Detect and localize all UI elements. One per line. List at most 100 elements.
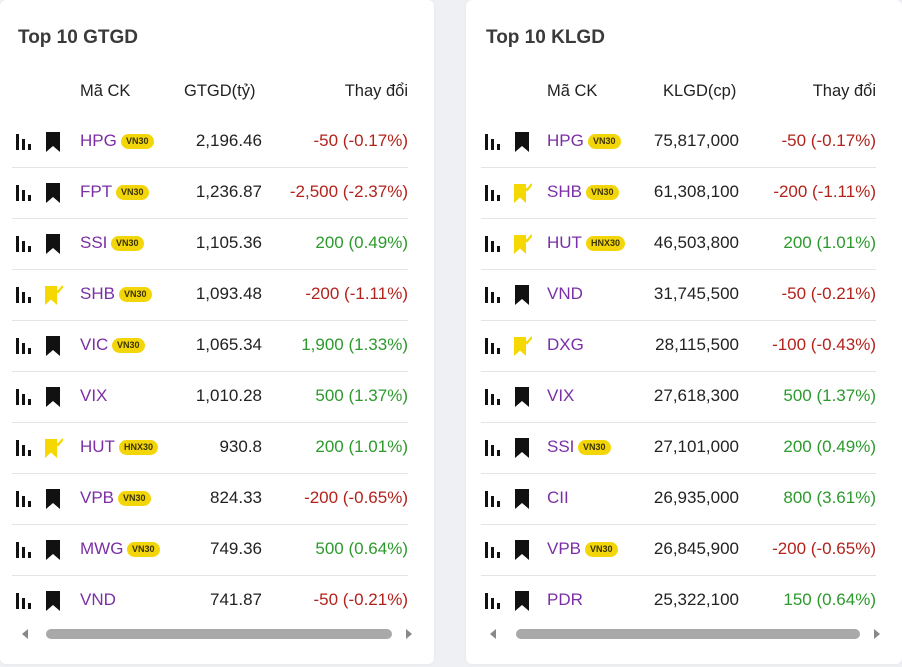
stock-symbol-link[interactable]: PDR (547, 590, 583, 609)
bar-chart-icon[interactable] (485, 134, 503, 150)
stock-symbol-link[interactable]: CII (547, 488, 569, 507)
table-row[interactable]: HUT HNX30 930.8 200 (1.01%) (12, 423, 408, 474)
stock-symbol-link[interactable]: FPT (80, 182, 113, 201)
trade-value: 1,065.34 (195, 335, 262, 354)
stock-symbol-link[interactable]: VIX (547, 386, 575, 405)
price-change: -100 (-0.43%) (772, 335, 876, 354)
bookmark-check-icon[interactable] (512, 336, 532, 356)
bookmark-icon[interactable] (512, 591, 532, 611)
bookmark-icon[interactable] (43, 234, 63, 254)
stock-symbol-link[interactable]: MWG (80, 539, 124, 558)
horizontal-scrollbar[interactable] (22, 627, 412, 641)
bar-chart-icon[interactable] (16, 593, 34, 609)
bar-chart-icon[interactable] (485, 236, 503, 252)
table-row[interactable]: VIX 1,010.28 500 (1.37%) (12, 372, 408, 423)
table-row[interactable]: PDR 25,322,100 150 (0.64%) (481, 576, 876, 627)
scrollbar-thumb[interactable] (516, 629, 860, 639)
horizontal-scrollbar[interactable] (490, 627, 880, 641)
bar-chart-icon[interactable] (16, 287, 34, 303)
bar-chart-icon[interactable] (485, 338, 503, 354)
table-row[interactable]: DXG 28,115,500 -100 (-0.43%) (481, 321, 876, 372)
header-value: GTGD(tỷ) (184, 82, 256, 100)
trade-value: 1,010.28 (195, 386, 262, 405)
stock-symbol-link[interactable]: HUT (80, 437, 115, 456)
scroll-right-arrow-icon[interactable] (406, 629, 412, 639)
bar-chart-icon[interactable] (16, 542, 34, 558)
trade-value: 25,322,100 (653, 590, 739, 609)
table-row[interactable]: FPT VN30 1,236.87 -2,500 (-2.37%) (12, 168, 408, 219)
table-row[interactable]: MWG VN30 749.36 500 (0.64%) (12, 525, 408, 576)
table-row[interactable]: VIC VN30 1,065.34 1,900 (1.33%) (12, 321, 408, 372)
stock-symbol-link[interactable]: HUT (547, 233, 582, 252)
bar-chart-icon[interactable] (16, 185, 34, 201)
scrollbar-thumb[interactable] (46, 629, 392, 639)
table-row[interactable]: HPG VN30 75,817,000 -50 (-0.17%) (481, 117, 876, 168)
bookmark-icon[interactable] (43, 336, 63, 356)
scroll-right-arrow-icon[interactable] (874, 629, 880, 639)
index-badge: VN30 (119, 287, 152, 302)
stock-symbol-link[interactable]: VPB (80, 488, 115, 507)
bookmark-icon[interactable] (43, 540, 63, 560)
bookmark-icon[interactable] (512, 285, 532, 305)
table-row[interactable]: VPB VN30 26,845,900 -200 (-0.65%) (481, 525, 876, 576)
bar-chart-icon[interactable] (485, 287, 503, 303)
stock-symbol-link[interactable]: DXG (547, 335, 584, 354)
bookmark-check-icon[interactable] (512, 183, 532, 203)
price-change: 200 (0.49%) (783, 437, 876, 456)
stock-symbol-link[interactable]: SSI (80, 233, 108, 252)
scroll-left-arrow-icon[interactable] (22, 629, 28, 639)
bookmark-icon[interactable] (43, 132, 63, 152)
table-body: HPG VN30 75,817,000 -50 (-0.17%) SHB VN3… (466, 117, 902, 627)
table-row[interactable]: HPG VN30 2,196.46 -50 (-0.17%) (12, 117, 408, 168)
stock-symbol-link[interactable]: VIX (80, 386, 108, 405)
bookmark-icon[interactable] (512, 387, 532, 407)
table-row[interactable]: HUT HNX30 46,503,800 200 (1.01%) (481, 219, 876, 270)
bar-chart-icon[interactable] (485, 593, 503, 609)
bar-chart-icon[interactable] (16, 134, 34, 150)
bookmark-icon[interactable] (512, 540, 532, 560)
bookmark-icon[interactable] (43, 489, 63, 509)
stock-symbol-link[interactable]: VIC (80, 335, 109, 354)
bar-chart-icon[interactable] (485, 440, 503, 456)
bar-chart-icon[interactable] (16, 338, 34, 354)
bar-chart-icon[interactable] (485, 389, 503, 405)
stock-symbol-link[interactable]: VPB (547, 539, 582, 558)
table-row[interactable]: SHB VN30 61,308,100 -200 (-1.11%) (481, 168, 876, 219)
bookmark-icon[interactable] (43, 591, 63, 611)
trade-value: 741.87 (210, 590, 262, 609)
table-row[interactable]: VND 31,745,500 -50 (-0.21%) (481, 270, 876, 321)
bookmark-icon[interactable] (512, 489, 532, 509)
bar-chart-icon[interactable] (485, 542, 503, 558)
stock-symbol-link[interactable]: SHB (80, 284, 115, 303)
bar-chart-icon[interactable] (16, 440, 34, 456)
stock-symbol-link[interactable]: HPG (547, 131, 584, 150)
stock-symbol-link[interactable]: HPG (80, 131, 117, 150)
bar-chart-icon[interactable] (16, 236, 34, 252)
bookmark-icon[interactable] (43, 183, 63, 203)
bar-chart-icon[interactable] (485, 185, 503, 201)
bookmark-icon[interactable] (512, 132, 532, 152)
stock-symbol-link[interactable]: VND (80, 590, 116, 609)
stock-symbol-link[interactable]: SHB (547, 182, 582, 201)
bookmark-check-icon[interactable] (43, 285, 63, 305)
table-row[interactable]: CII 26,935,000 800 (3.61%) (481, 474, 876, 525)
table-row[interactable]: SSI VN30 27,101,000 200 (0.49%) (481, 423, 876, 474)
bar-chart-icon[interactable] (485, 491, 503, 507)
bookmark-check-icon[interactable] (43, 438, 63, 458)
bookmark-icon[interactable] (512, 438, 532, 458)
stock-symbol-link[interactable]: SSI (547, 437, 575, 456)
bar-chart-icon[interactable] (16, 491, 34, 507)
table-row[interactable]: SHB VN30 1,093.48 -200 (-1.11%) (12, 270, 408, 321)
table-row[interactable]: VND 741.87 -50 (-0.21%) (12, 576, 408, 627)
bookmark-check-icon[interactable] (512, 234, 532, 254)
trade-value: 27,101,000 (653, 437, 739, 456)
bookmark-icon[interactable] (43, 387, 63, 407)
table-row[interactable]: VIX 27,618,300 500 (1.37%) (481, 372, 876, 423)
index-badge: VN30 (586, 185, 619, 200)
stock-symbol-link[interactable]: VND (547, 284, 583, 303)
scroll-left-arrow-icon[interactable] (490, 629, 496, 639)
table-row[interactable]: VPB VN30 824.33 -200 (-0.65%) (12, 474, 408, 525)
bar-chart-icon[interactable] (16, 389, 34, 405)
table-row[interactable]: SSI VN30 1,105.36 200 (0.49%) (12, 219, 408, 270)
index-badge: VN30 (111, 236, 144, 251)
